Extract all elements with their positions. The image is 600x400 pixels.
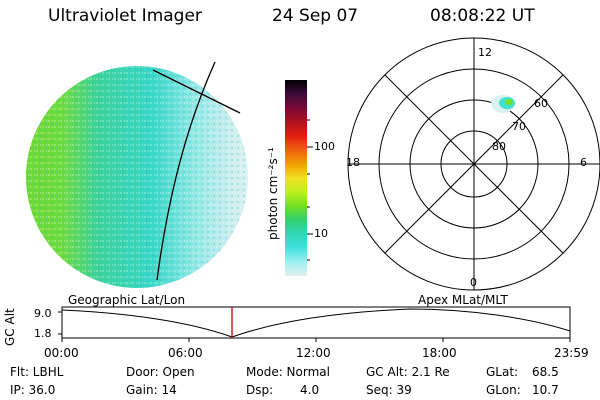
- timeline-frame: [61, 306, 571, 339]
- latitude-line: [152, 69, 241, 114]
- dsp-value: 4.0: [300, 383, 320, 397]
- mode-info: Mode: Normal: [246, 365, 330, 379]
- auroral-emission-spot: [491, 95, 515, 113]
- colorbar-tick-100: 100: [314, 140, 335, 153]
- mlt-label-18: 18: [346, 156, 360, 169]
- time-label: 08:08:22 UT: [430, 6, 535, 26]
- ip-info: IP: 36.0: [10, 383, 56, 397]
- timeline-xtick-0000: 00:00: [44, 346, 79, 360]
- mlt-label-6: 6: [580, 156, 587, 169]
- mlt-label-12: 12: [478, 46, 492, 59]
- glon-value: 10.7: [532, 383, 559, 397]
- glon-label: GLon:: [486, 383, 521, 397]
- instrument-title: Ultraviolet Imager: [48, 6, 202, 26]
- colorbar-scale: [285, 80, 307, 276]
- timeline-xtick-2359: 23:59: [554, 346, 589, 360]
- lat-label-70: 70: [512, 120, 526, 133]
- lat-label-60: 60: [534, 97, 548, 110]
- filter-info: Flt: LBHL: [10, 365, 64, 379]
- timeline-xtick-1800: 18:00: [422, 346, 457, 360]
- timeline-left-caption: Geographic Lat/Lon: [68, 293, 186, 307]
- timeline-right-caption: Apex MLat/MLT: [418, 293, 508, 307]
- glat-value: 68.5: [532, 365, 559, 379]
- door-info: Door: Open: [126, 365, 195, 379]
- dsp-label: Dsp:: [246, 383, 274, 397]
- glat-label: GLat:: [486, 365, 519, 379]
- timeline-xtick-0600: 06:00: [168, 346, 203, 360]
- terminator-curve: [156, 61, 216, 281]
- timeline-xtick-1200: 12:00: [296, 346, 331, 360]
- colorbar-tick-10: 10: [314, 227, 328, 240]
- lat-label-80: 80: [492, 140, 506, 153]
- mlt-label-0: 0: [470, 276, 477, 289]
- altitude-curve: [61, 308, 571, 338]
- date-label: 24 Sep 07: [272, 6, 359, 26]
- seq-info: Seq: 39: [366, 383, 412, 397]
- timeline-ytick-min: 1.8: [34, 327, 52, 340]
- timeline-ytick-max: 9.0: [34, 307, 52, 320]
- gain-info: Gain: 14: [126, 383, 177, 397]
- gc-alt-info: GC Alt: 2.1 Re: [366, 365, 450, 379]
